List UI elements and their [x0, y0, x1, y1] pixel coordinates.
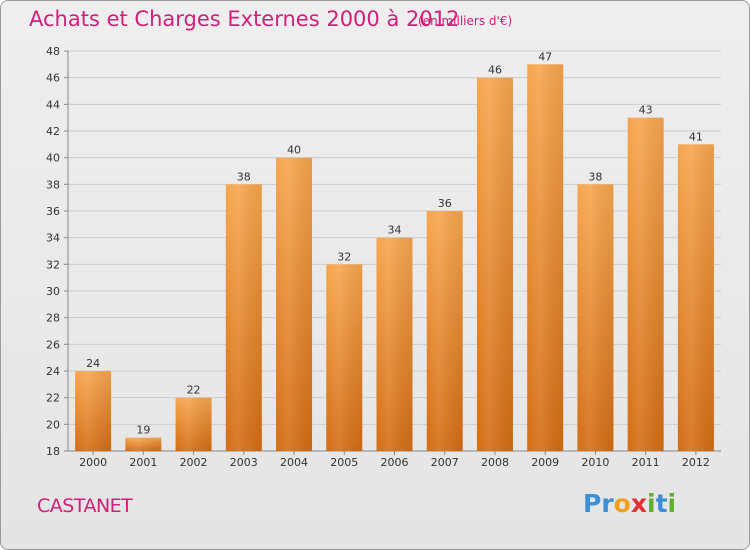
- y-tick-label: 26: [46, 338, 60, 351]
- y-tick-label: 22: [46, 392, 60, 405]
- bar-value-label: 47: [538, 50, 552, 63]
- x-tick-label: 2005: [330, 456, 358, 469]
- y-tick-label: 46: [46, 72, 60, 85]
- bar-value-label: 46: [488, 64, 502, 77]
- bar-value-label: 38: [588, 170, 602, 183]
- bar-shine: [276, 157, 313, 451]
- x-tick-label: 2006: [381, 456, 409, 469]
- y-tick-label: 38: [46, 178, 60, 191]
- y-tick-label: 36: [46, 205, 60, 218]
- location-name: CASTANET: [37, 495, 133, 517]
- logo-letter: i: [647, 489, 656, 518]
- x-tick-label: 2002: [180, 456, 208, 469]
- bar-shine: [326, 264, 363, 451]
- chart-title: Achats et Charges Externes 2000 à 2012: [29, 7, 460, 31]
- bar-shine: [426, 211, 463, 451]
- y-tick-label: 48: [46, 45, 60, 58]
- logo-letter: r: [601, 489, 614, 518]
- x-tick-label: 2011: [632, 456, 660, 469]
- logo-letter: o: [613, 489, 631, 518]
- bars: [75, 64, 714, 452]
- bar-shine: [175, 397, 212, 451]
- chart-subtitle: (en milliers d'€): [418, 14, 513, 28]
- bar-shine: [476, 77, 513, 452]
- y-tick-label: 30: [46, 285, 60, 298]
- y-tick-label: 18: [46, 445, 60, 458]
- bar-shine: [225, 184, 262, 452]
- logo-letter: P: [583, 489, 602, 518]
- bar-value-label: 24: [86, 357, 100, 370]
- y-tick-label: 44: [46, 98, 60, 111]
- bar-value-label: 36: [438, 197, 452, 210]
- x-tick-label: 2003: [230, 456, 258, 469]
- bar-value-label: 34: [388, 224, 402, 237]
- bar-shine: [376, 237, 413, 451]
- y-tick-label: 28: [46, 312, 60, 325]
- x-tick-label: 2009: [531, 456, 559, 469]
- x-tick-label: 2007: [431, 456, 459, 469]
- y-tick-label: 42: [46, 125, 60, 138]
- bar-value-label: 43: [639, 104, 653, 117]
- bar-value-label: 32: [337, 250, 351, 263]
- x-tick-label: 2012: [682, 456, 710, 469]
- logo-letter: x: [630, 489, 647, 518]
- bar-value-label: 38: [237, 170, 251, 183]
- bar-value-label: 41: [689, 130, 703, 143]
- bar-shine: [125, 437, 162, 451]
- proxiti-logo: Proxiti: [583, 489, 676, 518]
- x-tick-label: 2010: [581, 456, 609, 469]
- labels: 18 20 22 24 26 28 30 32 34 36 38 40 42 44 46 48 24 2000 19…: [46, 45, 710, 469]
- bar-value-label: 19: [136, 424, 150, 437]
- logo-letter: t: [655, 489, 668, 518]
- bar-shine: [577, 184, 614, 452]
- bar-value-label: 22: [187, 384, 201, 397]
- bar-shine: [75, 371, 112, 451]
- logo-letter: i: [667, 489, 677, 518]
- bar-value-label: 40: [287, 144, 301, 157]
- y-tick-label: 32: [46, 258, 60, 271]
- x-tick-label: 2004: [280, 456, 308, 469]
- x-tick-label: 2008: [481, 456, 509, 469]
- bar-shine: [677, 144, 714, 452]
- x-tick-label: 2000: [79, 456, 107, 469]
- y-tick-label: 24: [46, 365, 60, 378]
- bar-shine: [627, 117, 664, 452]
- x-tick-label: 2001: [129, 456, 157, 469]
- y-tick-label: 34: [46, 232, 60, 245]
- y-tick-label: 40: [46, 152, 60, 165]
- y-tick-label: 20: [46, 418, 60, 431]
- bar-shine: [527, 64, 564, 452]
